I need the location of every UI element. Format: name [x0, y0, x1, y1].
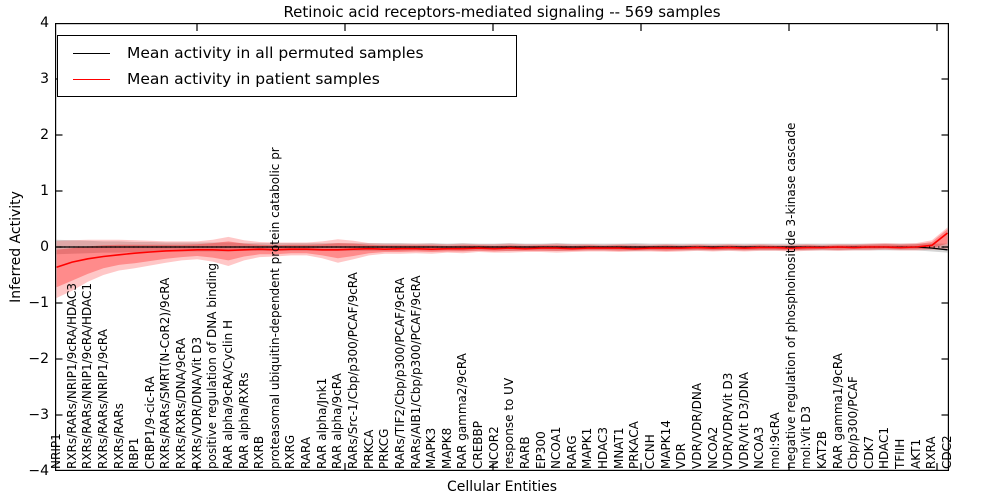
x-tick-label: MAPK1: [580, 427, 595, 469]
patient-samples-range-outer-band: [56, 227, 948, 298]
x-tick-label: RXRs/RARs: [111, 403, 126, 469]
x-tick-label: VDR/VDR/Vit D3: [721, 372, 736, 469]
plot-area: NRIP1 RXRs/RARs/NRIP1/9cRA/HDAC3 RXRs/RARs…: [49, 23, 954, 471]
x-tick-label: RARG: [564, 435, 579, 469]
x-tick-label: PRKCA: [361, 429, 376, 469]
x-tick-label: RXRs/RARs/NRIP1/9cRA/HDAC1: [80, 282, 95, 469]
x-tick-label: RXRs/RARs/SMRT(N-CoR2)/9cRA: [158, 277, 173, 469]
x-tick-label: CREBBP: [471, 421, 486, 469]
patient-line-swatch: [73, 78, 110, 80]
x-tick-label: RARs/TIF2/Cbp/p300/PCAF/9cRA: [392, 277, 407, 469]
x-tick-label: VDR: [674, 443, 689, 469]
x-tick-label: MAPK3: [424, 427, 439, 469]
x-tick-label: RXRs/RARs/NRIP1/9cRA/HDAC3: [64, 282, 79, 469]
x-tick-label: CCNH: [643, 434, 657, 469]
x-tick-label: mol:Vit D3: [799, 405, 814, 469]
x-tick-label: MAPK8: [439, 427, 454, 469]
x-tick-label: RXRG: [283, 434, 298, 469]
x-tick-label: CDC2: [940, 435, 954, 469]
y-tick-label: 4: [40, 15, 49, 31]
x-tick-label: proteasomal ubiquitin-dependent protein …: [267, 147, 282, 469]
chart-title: Retinoic acid receptors-mediated signali…: [283, 3, 721, 21]
x-tick-label: RAR alpha/9cRA: [330, 373, 345, 469]
patient-samples-range-inner-band: [56, 229, 948, 288]
x-tick-label: TFIIH: [893, 438, 908, 469]
x-tick-label: RAR alpha/RXRs: [236, 372, 251, 469]
y-tick-label: −2: [28, 351, 49, 367]
x-axis-label: Cellular Entities: [446, 479, 558, 495]
x-tick-label: RXRs/RXRs/DNA/9cRA: [174, 337, 189, 469]
x-tick-label: PRKACA: [627, 421, 642, 469]
y-tick-label: 0: [40, 239, 49, 255]
x-tick-label: RXRs/VDR/DNA/Vit D3: [189, 336, 204, 469]
x-tick-label: VDR/Vit D3/DNA: [736, 372, 751, 469]
x-tick-label: MAPK14: [658, 420, 673, 469]
x-tick-label: RXRA: [924, 436, 939, 469]
y-tick-label: −4: [28, 463, 49, 479]
x-tick-label: RBP1: [127, 437, 142, 469]
chart-canvas: [55, 23, 949, 471]
x-tick-label: RAR alpha/9cRA/Cyclin H: [220, 319, 235, 469]
x-tick-label: AKT1: [908, 438, 923, 469]
patient-mean-line: [56, 232, 948, 268]
x-tick-label: EP300: [533, 431, 548, 469]
y-tick-label: −1: [28, 295, 49, 311]
x-tick-label: RAR gamma2/9cRA: [455, 353, 470, 469]
legend-item-permuted: Mean activity in all permuted samples: [58, 44, 516, 62]
x-tick-label: NCOA3: [752, 426, 767, 469]
x-tick-label: VDR/VDR/DNA: [689, 382, 704, 469]
x-tick-label: response to UV: [502, 377, 517, 469]
x-tick-label: RXRs/RARs/NRIP1/9cRA: [95, 329, 110, 469]
x-tick-label: positive regulation of DNA binding: [205, 263, 220, 469]
x-tick-label: RAR alpha/Jnk1: [314, 377, 329, 469]
x-tick-label: RARA: [299, 436, 314, 469]
x-tick-label: NCOR2: [486, 426, 501, 469]
x-tick-label: CDK7: [861, 435, 876, 469]
permuted-mean-line: [56, 246, 948, 251]
x-tick-label: RARB: [517, 436, 532, 469]
y-tick-label: −3: [28, 407, 49, 423]
x-tick-label: NRIP1: [49, 433, 63, 469]
x-tick-label: CRBP1/9-cic-RA: [142, 376, 157, 469]
x-tick-label: HDAC1: [877, 426, 892, 469]
x-tick-label: RARs/AIB1/Cbp/p300/PCAF/9cRA: [408, 275, 423, 469]
legend-label-patient: Mean activity in patient samples: [127, 70, 380, 88]
y-tick-label: 3: [40, 71, 49, 87]
x-tick-label: RAR gamma1/9cRA: [830, 353, 845, 469]
x-tick-label: HDAC3: [596, 426, 611, 469]
legend: Mean activity in all permuted samples Me…: [57, 35, 517, 97]
x-tick-label: NCOA2: [705, 426, 720, 469]
x-tick-label: mol:9cRA: [768, 412, 783, 469]
x-tick-label: RARs/Src-1/Cbp/p300/PCAF/9cRA: [346, 272, 360, 469]
x-tick-label: MNAT1: [611, 427, 626, 469]
y-tick-label: 1: [40, 183, 49, 199]
y-tick-label: 2: [40, 127, 49, 143]
x-tick-label: Cbp/p300/PCAF: [846, 376, 861, 469]
x-tick-label: NCOA1: [549, 426, 564, 469]
legend-item-patient: Mean activity in patient samples: [58, 70, 516, 88]
permuted-line-swatch: [73, 52, 110, 54]
x-tick-label: negative regulation of phosphoinositide …: [783, 122, 798, 469]
x-tick-label: PRKCG: [377, 428, 392, 469]
legend-label-permuted: Mean activity in all permuted samples: [127, 44, 424, 62]
x-tick-label: RXRB: [252, 435, 267, 469]
axes-spines: [55, 23, 949, 471]
x-tick-label: KAT2B: [814, 430, 829, 469]
